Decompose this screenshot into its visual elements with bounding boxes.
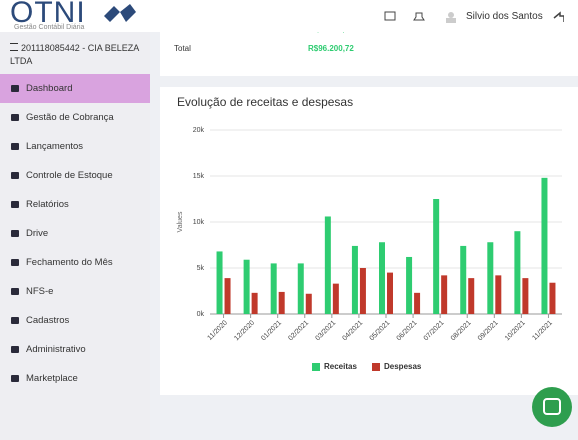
x-tick-label: 09/2021 — [477, 319, 500, 342]
summary-value: R$96.200,72 — [308, 44, 354, 53]
menu-icon — [11, 346, 19, 353]
bar — [414, 292, 421, 314]
bar — [305, 293, 312, 314]
bar — [387, 272, 393, 314]
y-axis-label: Values — [177, 211, 184, 232]
chat-icon — [543, 398, 561, 415]
bar — [270, 263, 277, 314]
y-tick-label: 10k — [193, 219, 205, 226]
menu-label: Controle de Estoque — [26, 170, 113, 181]
bar — [406, 256, 413, 314]
menu-label: Administrativo — [26, 344, 86, 355]
menu-label: Drive — [26, 228, 49, 239]
menu-icon — [11, 85, 19, 92]
menu-icon — [11, 259, 19, 266]
bar — [243, 259, 250, 314]
menu-icon — [11, 114, 19, 121]
x-tick-label: 03/2021 — [314, 319, 337, 342]
logo-mark — [104, 4, 136, 22]
menu-label: NFS-e — [26, 286, 54, 297]
menu-item[interactable]: Marketplace — [0, 364, 150, 393]
logo[interactable]: OTNI — [10, 0, 86, 29]
x-tick-label: 11/2021 — [531, 319, 554, 342]
menu-item[interactable]: Fechamento do Mês — [0, 248, 150, 277]
menu-label: Gestão de Cobrança — [26, 112, 114, 123]
menu-item[interactable]: NFS-e — [0, 277, 150, 306]
y-tick-label: 5k — [197, 265, 205, 272]
company[interactable]: 201118085442 - CIA BELEZA LTDA — [10, 42, 145, 68]
menu-label: Dashboard — [26, 83, 73, 94]
bar — [332, 283, 339, 314]
y-tick-label: 15k — [193, 173, 205, 180]
sidebar: 201118085442 - CIA BELEZA LTDA Dashboard… — [0, 32, 150, 440]
bar — [460, 245, 467, 314]
menu-item[interactable]: Cadastros — [0, 306, 150, 335]
top-icons[interactable] — [384, 10, 564, 24]
chart-card: Evolução de receitas e despesas Values 0… — [160, 87, 578, 395]
x-tick-label: 07/2021 — [423, 319, 446, 342]
menu-icon — [11, 201, 19, 208]
menu-icon — [11, 317, 19, 324]
bar — [379, 242, 385, 314]
x-tick-label: 12/2020 — [233, 319, 256, 342]
menu-item[interactable]: Lançamentos — [0, 132, 150, 161]
menu-label: Cadastros — [26, 315, 70, 326]
x-tick-label: 01/2021 — [260, 319, 283, 342]
menu-label: Lançamentos — [26, 141, 84, 152]
bar — [487, 242, 494, 314]
top-bar: OTNI Gestão Contábil Diária Silvio dos S… — [0, 0, 578, 32]
menu-label: Relatórios — [26, 199, 69, 210]
logo-tagline: Gestão Contábil Diária — [14, 24, 85, 31]
menu-item[interactable]: Gestão de Cobrança — [0, 103, 150, 132]
x-tick-label: 05/2021 — [369, 319, 392, 342]
menu-label: Fechamento do Mês — [26, 257, 113, 268]
bar — [324, 216, 331, 314]
legend-label: Despesas — [384, 362, 422, 371]
x-tick-label: 06/2021 — [396, 319, 419, 342]
bar — [224, 278, 231, 314]
menu-item[interactable]: Dashboard — [0, 74, 150, 103]
bar — [468, 278, 475, 314]
x-tick-label: 10/2021 — [504, 319, 527, 342]
summary-name: Total — [174, 44, 191, 53]
y-tick-label: 0k — [197, 311, 205, 318]
chat-button[interactable] — [532, 387, 572, 427]
menu-icon — [11, 230, 19, 237]
bar — [297, 263, 304, 314]
bar — [495, 275, 502, 314]
bar — [522, 278, 529, 314]
bar — [433, 199, 440, 314]
menu-item[interactable]: Drive — [0, 219, 150, 248]
x-tick-label: 08/2021 — [450, 319, 473, 342]
bar — [278, 291, 285, 314]
menu-icon — [11, 288, 19, 295]
legend-swatch — [372, 363, 380, 371]
bar — [359, 268, 366, 314]
menu-icon — [11, 375, 19, 382]
menu-item[interactable]: Controle de Estoque — [0, 161, 150, 190]
bar — [549, 282, 556, 314]
chart-title: Evolução de receitas e despesas — [177, 95, 353, 109]
bar — [541, 177, 548, 314]
x-tick-label: 04/2021 — [341, 319, 364, 342]
bar — [216, 251, 223, 314]
x-tick-label: 02/2021 — [287, 319, 310, 342]
bar — [251, 292, 258, 314]
user-name[interactable]: Silvio dos Santos — [466, 11, 543, 22]
bar — [514, 231, 521, 314]
legend-label: Receitas — [324, 362, 357, 371]
bar — [351, 245, 358, 314]
menu-label: Marketplace — [26, 373, 78, 384]
menu-icon — [11, 172, 19, 179]
company-name: 201118085442 - CIA BELEZA LTDA — [10, 43, 139, 66]
menu-icon — [11, 143, 19, 150]
x-tick-label: 11/2020 — [206, 319, 229, 342]
legend-swatch — [312, 363, 320, 371]
menu-item[interactable]: Relatórios — [0, 190, 150, 219]
menu-item[interactable]: Administrativo — [0, 335, 150, 364]
y-tick-label: 20k — [193, 127, 205, 134]
bar — [441, 275, 448, 314]
chart: Evolução de receitas e despesas Values 0… — [177, 95, 562, 371]
